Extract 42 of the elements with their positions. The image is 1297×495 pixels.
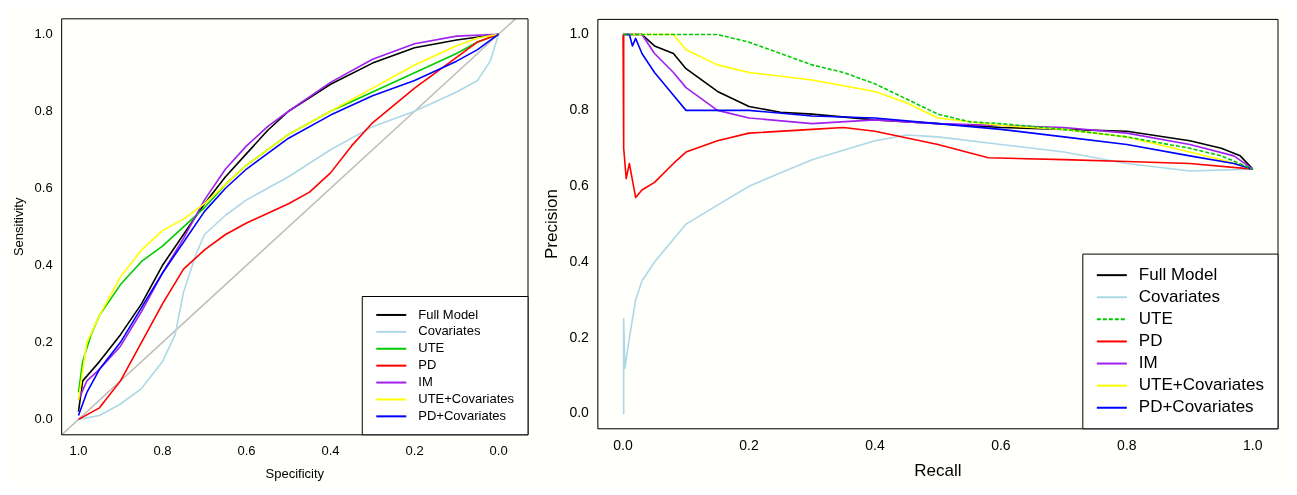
x-tick-label: 0.6	[991, 437, 1011, 454]
legend-label: PD	[418, 357, 437, 373]
x-tick-label: 0.0	[613, 437, 633, 454]
y-tick-label: 0.2	[34, 333, 53, 349]
legend-label: PD+Covariates	[1138, 397, 1254, 417]
x-tick-label: 1.0	[69, 443, 88, 459]
legend-label: IM	[1138, 353, 1158, 373]
legend-label: Full Model	[1138, 264, 1218, 284]
y-tick-label: 0.6	[569, 177, 590, 194]
legend-label: PD	[1138, 331, 1163, 351]
y-tick-label: 0.8	[34, 102, 53, 118]
x-axis-title: Specificity	[265, 465, 325, 481]
x-tick-label: 0.6	[237, 443, 256, 459]
y-tick-label: 0.6	[34, 179, 53, 195]
y-tick-label: 0.8	[569, 101, 590, 118]
x-tick-label: 0.2	[739, 437, 759, 454]
legend-label: Covariates	[1138, 286, 1221, 306]
x-tick-label: 0.0	[489, 443, 508, 459]
legend-label: UTE	[418, 340, 445, 356]
x-tick-label: 0.8	[1117, 437, 1137, 454]
legend-label: UTE+Covariates	[1138, 375, 1264, 395]
y-tick-label: 0.4	[569, 252, 590, 269]
x-tick-label: 0.4	[865, 437, 885, 454]
legend-label: UTE	[1138, 309, 1173, 329]
y-tick-label: 1.0	[569, 25, 590, 42]
x-tick-label: 0.2	[405, 443, 424, 459]
legend-label: IM	[418, 374, 433, 390]
x-tick-label: 1.0	[1243, 437, 1263, 454]
y-axis-title: Precision	[541, 189, 561, 260]
x-axis-title: Recall	[914, 461, 962, 481]
y-axis-title: Sensitivity	[11, 197, 27, 257]
legend-label: PD+Covariates	[418, 407, 507, 423]
x-tick-label: 0.8	[153, 443, 172, 459]
y-tick-label: 0.4	[34, 256, 53, 272]
y-tick-label: 1.0	[34, 25, 53, 41]
y-tick-label: 0.0	[569, 404, 590, 421]
y-tick-label: 0.2	[569, 328, 590, 345]
y-tick-label: 0.0	[34, 410, 53, 426]
legend-label: Full Model	[418, 306, 479, 322]
legend-label: UTE+Covariates	[418, 391, 515, 407]
x-tick-label: 0.4	[321, 443, 340, 459]
legend-label: Covariates	[418, 323, 481, 339]
